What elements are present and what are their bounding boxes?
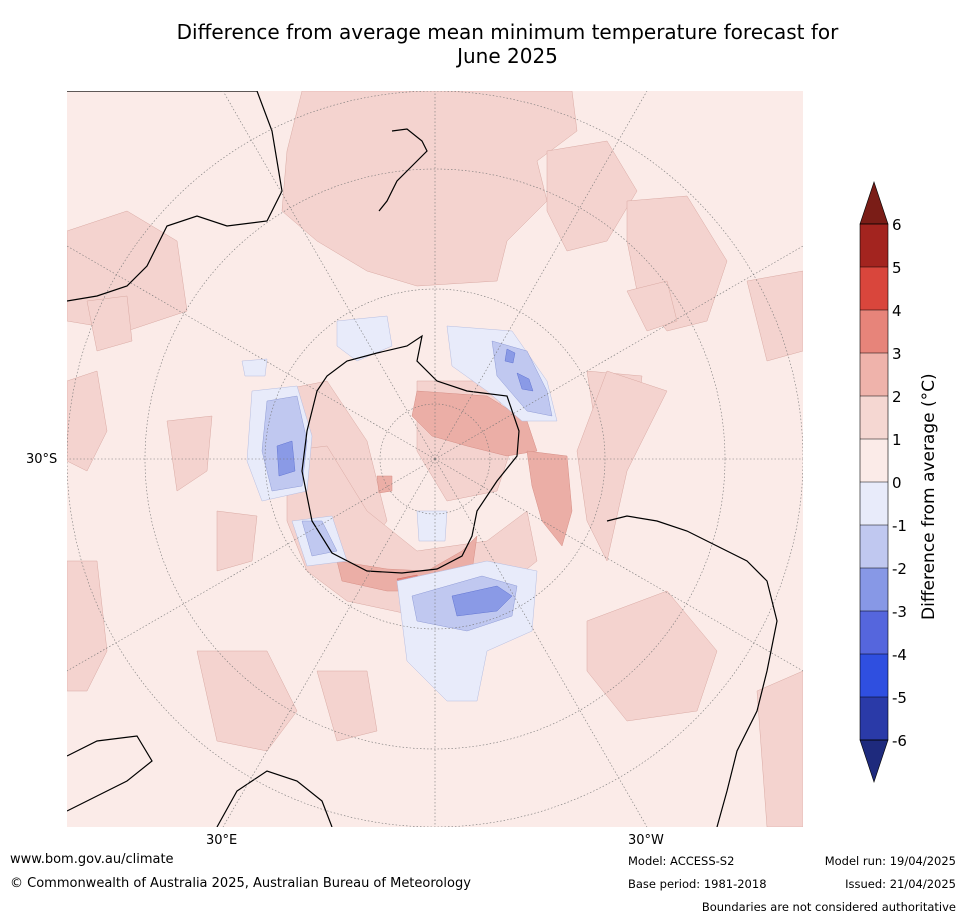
colorbar-tick-label: -4 [892, 646, 907, 664]
colorbar-segment [860, 654, 888, 697]
footer-issued: Issued: 21/04/2025 [845, 877, 956, 891]
colorbar-under-triangle [859, 739, 889, 783]
lat-label-30s: 30°S [26, 452, 58, 467]
colorbar-tick-label: 2 [892, 388, 902, 406]
colorbar-tick-label: 4 [892, 302, 902, 320]
colorbar-segment [860, 697, 888, 740]
colorbar-tick-label: -2 [892, 560, 907, 578]
colorbar-tick-label: 5 [892, 259, 902, 277]
colorbar-tick-label: -3 [892, 603, 907, 621]
cool-anomaly-2-3 [276, 348, 534, 617]
footer-disclaimer: Boundaries are not considered authoritat… [701, 900, 956, 914]
colorbar-segment [860, 310, 888, 353]
colorbar-segment [860, 611, 888, 654]
chart-title: Difference from average mean minimum tem… [60, 20, 955, 68]
polar-map [67, 91, 803, 827]
colorbar-segment [860, 224, 888, 267]
colorbar-tick-label: 0 [892, 474, 902, 492]
meridians [67, 91, 803, 827]
footer-model: Model: ACCESS-S2 [628, 854, 735, 868]
lon-label-30w: 30°W [628, 833, 664, 848]
footer-model-run: Model run: 19/04/2025 [824, 854, 956, 868]
colorbar-segment [860, 525, 888, 568]
colorbar-tick-label: -1 [892, 517, 907, 535]
title-line-1: Difference from average mean minimum tem… [176, 20, 839, 44]
footer-website[interactable]: www.bom.gov.au/climate [10, 852, 174, 867]
colorbar-label: Difference from average (°C) [919, 373, 939, 620]
lon-label-30e: 30°E [206, 833, 238, 848]
colorbar-tick-label: -5 [892, 689, 907, 707]
colorbar-tick-label: -6 [892, 732, 907, 750]
colorbar-tick-label: 3 [892, 345, 902, 363]
colorbar-segment [860, 396, 888, 439]
coastlines [67, 91, 778, 827]
latitude-circles [67, 91, 803, 827]
title-line-2: June 2025 [457, 44, 558, 68]
colorbar-segment [860, 482, 888, 525]
colorbar-title: Difference from average (°C) [919, 373, 939, 620]
colorbar-segment [860, 353, 888, 396]
colorbar-tick-label: 6 [892, 216, 902, 234]
colorbar-over-triangle [859, 181, 889, 225]
colorbar-segment [860, 568, 888, 611]
colorbar: 6 5 4 3 2 1 0 -1 -2 -3 -4 -5 -6 [859, 181, 907, 783]
colorbar-tick-label: 1 [892, 431, 902, 449]
colorbar-segment [860, 267, 888, 310]
footer-base-period: Base period: 1981-2018 [628, 877, 767, 891]
footer-copyright: © Commonwealth of Australia 2025, Austra… [10, 876, 471, 891]
colorbar-segment [860, 439, 888, 482]
